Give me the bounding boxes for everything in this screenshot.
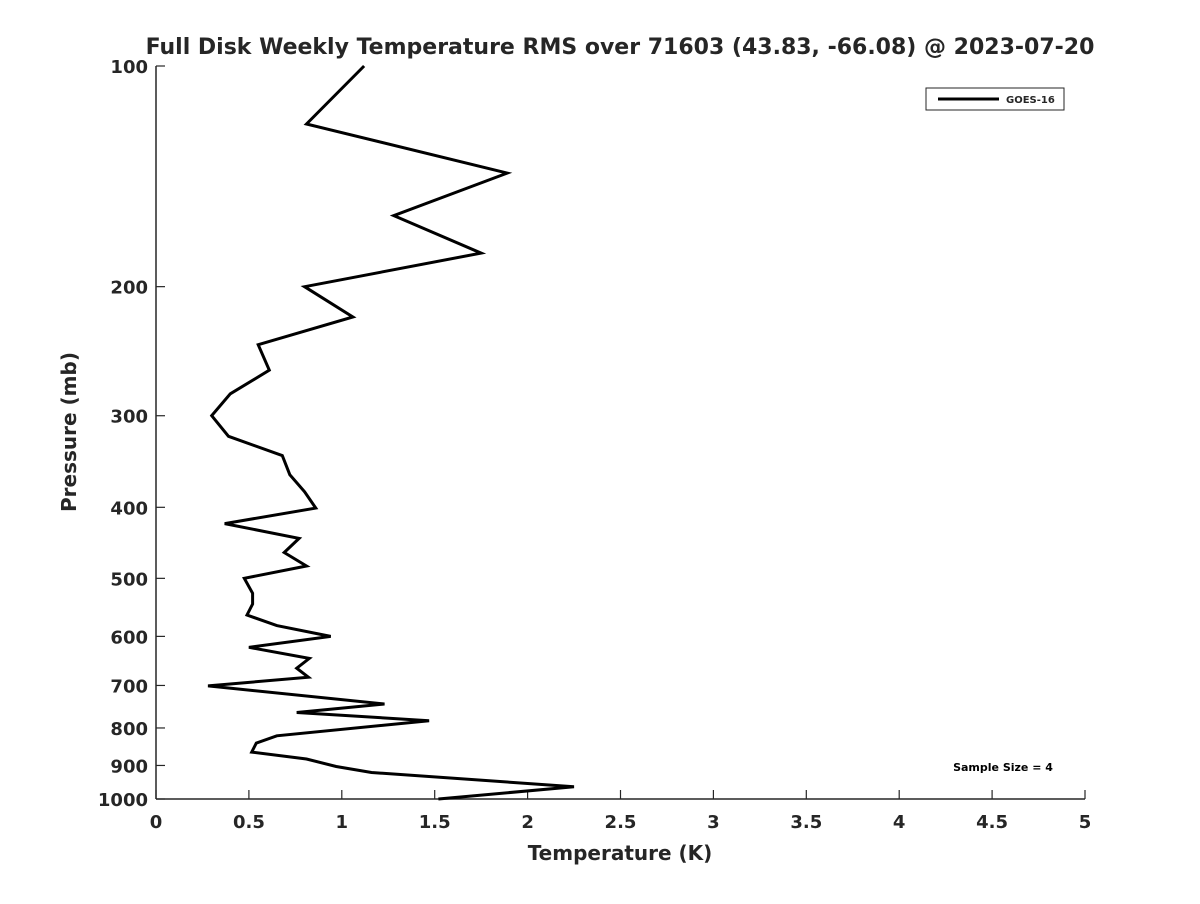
y-tick-label: 600 [110,627,148,648]
y-tick-label: 500 [110,569,148,590]
x-axis-label: Temperature (K) [528,841,713,865]
chart-title: Full Disk Weekly Temperature RMS over 71… [146,35,1095,60]
y-tick-label: 400 [110,498,148,519]
y-tick-label: 800 [110,719,148,740]
y-tick-label: 900 [110,756,148,777]
x-ticks: 0 0.5 1 1.5 2 2.5 3 3.5 4 4.5 5 [150,790,1092,833]
sample-size-annotation: Sample Size = 4 [953,761,1053,774]
x-tick-label: 1.5 [419,812,451,833]
x-tick-label: 4.5 [976,812,1008,833]
y-tick-label: 200 [110,278,148,299]
x-tick-label: 5 [1079,812,1092,833]
x-tick-label: 0.5 [233,812,265,833]
y-axis-label: Pressure (mb) [57,352,81,512]
y-tick-label: 1000 [98,790,148,811]
y-ticks: 100 200 300 400 500 600 700 800 900 1000 [98,57,165,811]
x-tick-label: 3 [707,812,720,833]
y-tick-label: 100 [110,57,148,78]
x-tick-label: 1 [336,812,349,833]
x-tick-label: 2 [521,812,534,833]
y-tick-label: 300 [110,407,148,428]
legend-label: GOES-16 [1006,95,1055,106]
x-tick-label: 2.5 [605,812,637,833]
x-tick-label: 0 [150,812,163,833]
series-line-goes-16 [207,64,575,801]
legend: GOES-16 [925,87,1065,111]
x-tick-label: 4 [893,812,906,833]
x-tick-label: 3.5 [790,812,822,833]
axes [155,66,1085,800]
y-tick-label: 700 [110,676,148,697]
